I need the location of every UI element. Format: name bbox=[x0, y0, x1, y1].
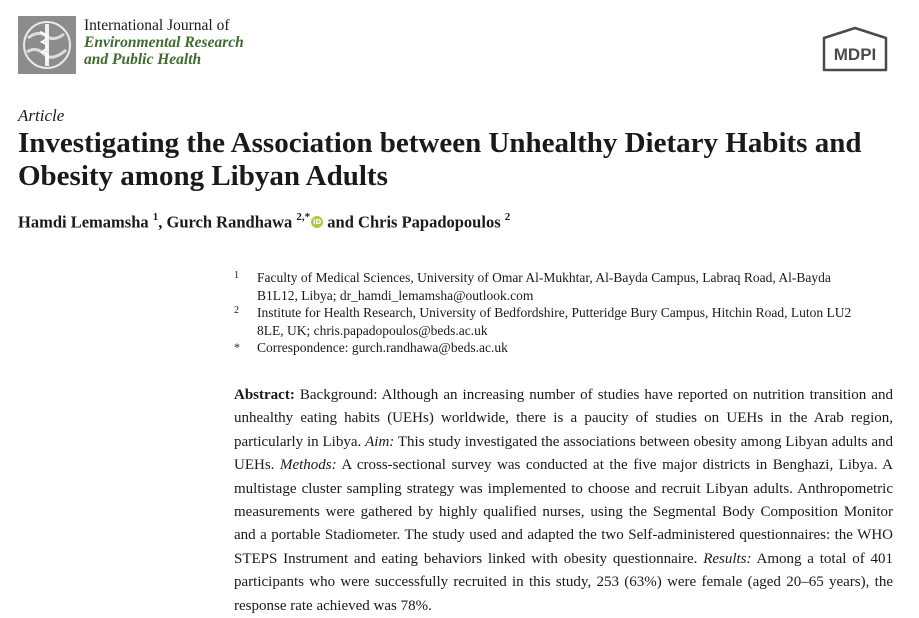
author-list: Hamdi Lemamsha 1, Gurch Randhawa 2,* iD a… bbox=[18, 211, 511, 233]
author-separator: , bbox=[158, 212, 163, 232]
affiliation-item: 2 Institute for Health Research, Univers… bbox=[234, 304, 864, 339]
abstract-aim-label: Aim: bbox=[365, 433, 395, 450]
abstract-aim: This study investigated the associations… bbox=[234, 433, 893, 474]
journal-logo-icon bbox=[18, 16, 76, 74]
author-affiliation-mark: 2 bbox=[504, 211, 511, 223]
publisher-logo: MDPI bbox=[820, 26, 890, 74]
author-name[interactable]: Gurch Randhawa bbox=[166, 212, 293, 232]
affiliation-number: 1 bbox=[234, 270, 239, 281]
abstract-methods: A cross-sectional survey was conducted a… bbox=[234, 457, 893, 567]
author-name[interactable]: Hamdi Lemamsha bbox=[18, 212, 149, 232]
journal-title: International Journal of Environmental R… bbox=[84, 17, 244, 68]
author-affiliation-mark: 2,* bbox=[296, 211, 311, 223]
journal-name-line2: and Public Health bbox=[84, 51, 202, 68]
affiliation-text: Faculty of Medical Sciences, University … bbox=[257, 270, 831, 303]
affiliation-number: 2 bbox=[234, 305, 239, 316]
journal-prefix: International Journal of bbox=[84, 17, 230, 34]
correspondence-mark: * bbox=[234, 340, 240, 354]
abstract-label: Abstract: bbox=[234, 387, 295, 403]
correspondence-text: Correspondence: gurch.randhawa@beds.ac.u… bbox=[257, 340, 508, 355]
author-name[interactable]: Chris Papadopoulos bbox=[358, 212, 501, 232]
abstract-methods-label: Methods: bbox=[279, 457, 337, 474]
journal-name-line1: Environmental Research bbox=[84, 34, 244, 51]
article-title: Investigating the Association between Un… bbox=[18, 127, 862, 192]
author-affiliation-mark: 1 bbox=[152, 211, 159, 223]
affiliation-list: 1 Faculty of Medical Sciences, Universit… bbox=[234, 269, 864, 357]
correspondence-item: * Correspondence: gurch.randhawa@beds.ac… bbox=[234, 339, 864, 357]
abstract-results-label: Results: bbox=[703, 550, 752, 567]
author-separator: and bbox=[327, 212, 354, 232]
orcid-icon[interactable]: iD bbox=[311, 215, 324, 228]
abstract: Abstract: Background: Although an increa… bbox=[234, 384, 893, 618]
affiliation-text: Institute for Health Research, Universit… bbox=[257, 305, 852, 338]
publisher-name: MDPI bbox=[834, 45, 877, 64]
journal-header: International Journal of Environmental R… bbox=[18, 14, 898, 74]
abstract-background: Background: Although an increasing numbe… bbox=[234, 387, 893, 450]
affiliation-item: 1 Faculty of Medical Sciences, Universit… bbox=[234, 269, 864, 304]
article-type: Article bbox=[18, 106, 65, 125]
